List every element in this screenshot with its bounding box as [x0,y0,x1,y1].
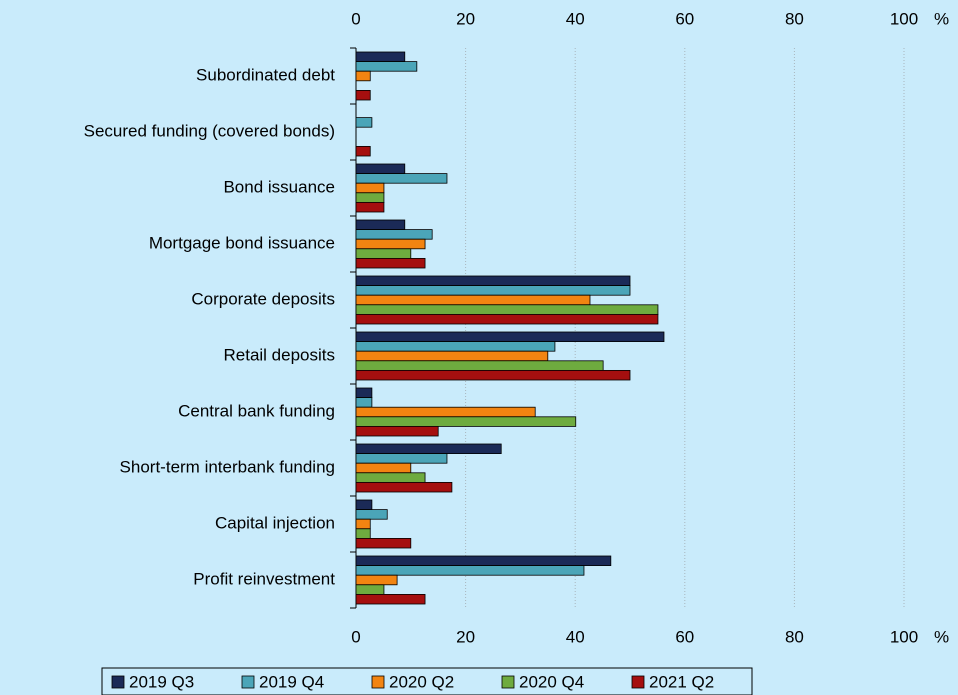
legend-swatch [241,675,255,689]
bar [355,192,385,203]
bar [355,499,373,511]
bar [355,584,385,595]
bar [355,275,631,287]
bar [355,341,556,352]
bar [355,285,631,296]
bar [355,416,577,427]
category-label: Retail deposits [223,345,335,364]
x-unit-top: % [934,9,949,28]
bar [355,173,448,184]
bar [355,518,371,530]
bar [355,453,448,464]
x-unit-bottom: % [934,627,949,646]
legend-swatch [501,675,515,689]
x-tick-label-bottom: 80 [785,627,804,646]
legend-swatch [631,675,645,689]
legend-swatch [371,675,385,689]
bar [355,238,426,250]
category-label: Central bank funding [178,401,335,420]
bar [355,313,659,325]
legend-swatch [111,675,125,689]
bar [355,406,536,418]
bar [355,397,373,408]
bar [355,70,371,82]
bar [355,219,406,231]
x-tick-label-top: 40 [566,9,585,28]
legend-label: 2020 Q4 [519,672,584,691]
bar [355,594,426,605]
bar [355,163,406,175]
x-tick-label-bottom: 0 [351,627,360,646]
category-label: Bond issuance [223,177,335,196]
bar [355,528,371,539]
legend-label: 2019 Q3 [129,672,194,691]
bar [355,360,604,371]
bar [355,229,433,240]
x-tick-label-bottom: 100 [890,627,918,646]
bar [355,117,373,128]
x-tick-label-top: 20 [456,9,475,28]
bar [355,462,412,474]
category-label: Capital injection [215,513,335,532]
x-tick-label-bottom: 60 [675,627,694,646]
bar [355,555,612,567]
bar [355,565,585,576]
bar [355,369,631,381]
bar [355,425,439,437]
bar [355,387,373,399]
category-label: Subordinated debt [196,65,335,84]
bar [355,294,591,306]
bar [355,509,388,520]
category-label: Corporate deposits [191,289,335,308]
legend-label: 2019 Q4 [259,672,324,691]
x-tick-label-bottom: 20 [456,627,475,646]
bar [355,304,659,315]
x-tick-label-top: 60 [675,9,694,28]
bar [355,248,412,259]
bar [355,331,665,343]
x-tick-label-top: 80 [785,9,804,28]
bar [355,443,502,455]
legend-label: 2021 Q2 [649,672,714,691]
x-tick-label-top: 100 [890,9,918,28]
bar [355,481,453,493]
category-label: Mortgage bond issuance [149,233,335,252]
category-label: Profit reinvestment [193,569,335,588]
legend-label: 2020 Q2 [389,672,454,691]
bar [355,51,406,63]
x-tick-label-top: 0 [351,9,360,28]
bar [355,182,385,194]
category-label: Secured funding (covered bonds) [84,121,335,140]
bar [355,538,412,549]
category-label: Short-term interbank funding [120,457,335,476]
x-tick-label-bottom: 40 [566,627,585,646]
bar [355,574,398,586]
bar [355,90,371,101]
bar [355,61,418,72]
bar [355,145,371,157]
bar [355,257,426,269]
bar [355,472,426,483]
bar [355,201,385,213]
bar [355,350,549,362]
